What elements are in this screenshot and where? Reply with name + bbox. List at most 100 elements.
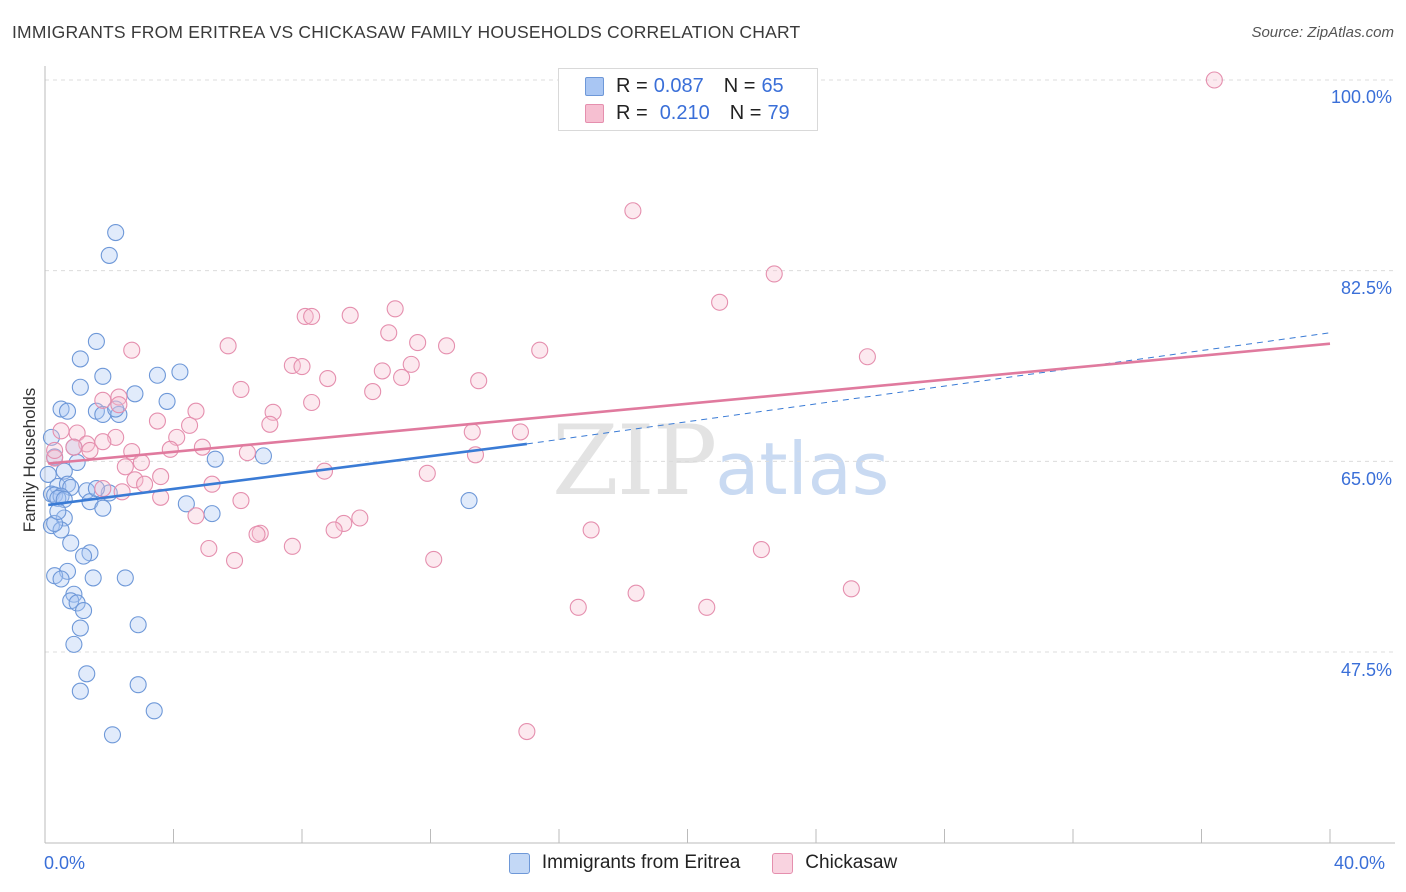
eritrea-point — [49, 502, 67, 521]
chickasaw-point — [752, 541, 770, 559]
chickasaw-point — [425, 550, 443, 568]
legend-item-chickasaw[interactable]: Chickasaw — [772, 852, 897, 874]
chickasaw-point — [325, 521, 343, 539]
chickasaw-point — [765, 265, 783, 283]
eritrea-point — [52, 570, 70, 588]
eritrea-point — [52, 400, 70, 418]
legend-swatch-blue — [585, 76, 604, 96]
eritrea-point — [87, 480, 105, 498]
legend-r-value: 0.087 — [653, 74, 704, 97]
chickasaw-point — [123, 341, 141, 359]
eritrea-point — [71, 378, 89, 396]
y-tick-label: 100.0% — [1330, 87, 1392, 107]
chickasaw-point — [238, 444, 256, 462]
chickasaw-point — [261, 415, 279, 433]
eritrea-point — [65, 635, 83, 653]
legend-n-label: N = — [729, 101, 762, 124]
chickasaw-point — [187, 402, 205, 420]
chickasaw-point — [161, 440, 179, 458]
chickasaw-point — [187, 507, 205, 525]
watermark: ZIPatlas — [552, 405, 889, 517]
legend-label: Chickasaw — [805, 852, 898, 873]
eritrea-point — [87, 332, 105, 351]
chickasaw-point — [232, 492, 250, 510]
chickasaw-point — [52, 422, 70, 440]
chickasaw-point — [46, 441, 64, 459]
chickasaw-point — [232, 380, 250, 398]
eritrea-point — [100, 246, 118, 264]
watermark-atlas: atlas — [715, 427, 890, 511]
eritrea-point — [52, 521, 70, 539]
legend-swatch-pink — [585, 103, 604, 123]
chickasaw-point — [94, 391, 112, 409]
chickasaw-point — [711, 293, 729, 311]
chickasaw-point — [148, 412, 166, 430]
chickasaw-point — [136, 475, 154, 493]
eritrea-point — [58, 402, 77, 420]
eritrea-point — [62, 592, 80, 610]
chickasaw-point — [193, 438, 211, 456]
eritrea-point — [78, 665, 96, 683]
eritrea-point — [75, 602, 93, 620]
x-tick-label: 40.0% — [1334, 853, 1386, 873]
chickasaw-point — [858, 348, 876, 366]
chickasaw-point — [511, 423, 530, 441]
eritrea-point — [39, 465, 57, 483]
eritrea-point — [42, 517, 60, 535]
eritrea-trend-extension — [526, 332, 1331, 445]
chickasaw-point — [1205, 71, 1223, 89]
eritrea-point — [158, 392, 176, 410]
eritrea-point — [71, 350, 89, 368]
eritrea-point — [460, 492, 478, 510]
eritrea-point — [126, 385, 144, 403]
eritrea-point — [84, 569, 102, 587]
y-tick-label: 82.5% — [1340, 278, 1392, 298]
chickasaw-point — [107, 428, 125, 446]
legend-swatch-pink — [772, 852, 794, 874]
chickasaw-point — [200, 539, 218, 558]
chickasaw-point — [219, 337, 237, 355]
eritrea-point — [110, 405, 128, 424]
chickasaw-point — [94, 480, 112, 498]
eritrea-point — [177, 495, 195, 513]
legend-swatch-blue — [508, 852, 530, 874]
chickasaw-point — [373, 362, 391, 380]
chickasaw-point — [518, 722, 536, 741]
eritrea-point — [203, 505, 221, 523]
legend-r-label: R = — [616, 101, 648, 124]
legend-item-eritrea[interactable]: Immigrants from Eritrea — [508, 852, 740, 874]
chickasaw-trend-line — [48, 342, 1331, 465]
eritrea-point — [42, 428, 60, 446]
chickasaw-point — [81, 441, 99, 459]
chickasaw-point — [248, 525, 266, 543]
y-tick-label: 47.5% — [1340, 660, 1392, 680]
chickasaw-point — [627, 584, 645, 602]
chickasaw-point — [531, 341, 549, 359]
legend-r-label: R = — [616, 74, 648, 97]
eritrea-point — [94, 367, 112, 385]
chickasaw-point — [463, 423, 481, 441]
chickasaw-point — [225, 551, 244, 570]
eritrea-point — [254, 447, 273, 465]
chickasaw-point — [68, 424, 86, 442]
chickasaw-point — [386, 300, 404, 318]
legend-row-chickasaw: R = 0.210 N = 79 — [585, 101, 796, 125]
chickasaw-point — [293, 357, 311, 376]
chickasaw-point — [409, 334, 427, 352]
series-legend: Immigrants from Eritrea Chickasaw — [0, 852, 1406, 874]
chickasaw-point — [364, 383, 382, 401]
chickasaw-point — [303, 307, 321, 325]
chickasaw-point — [842, 580, 860, 598]
chickasaw-point — [116, 458, 134, 476]
chickasaw-point — [181, 416, 199, 434]
eritrea-point — [129, 616, 147, 634]
x-tick-label: 0.0% — [44, 853, 86, 873]
chickasaw-point — [470, 372, 488, 390]
chickasaw-point — [296, 307, 314, 325]
chickasaw-point — [152, 468, 170, 486]
chickasaw-point — [393, 368, 411, 386]
chickasaw-point — [341, 306, 359, 324]
eritrea-trend-line — [48, 442, 528, 507]
eritrea-point — [71, 682, 89, 700]
